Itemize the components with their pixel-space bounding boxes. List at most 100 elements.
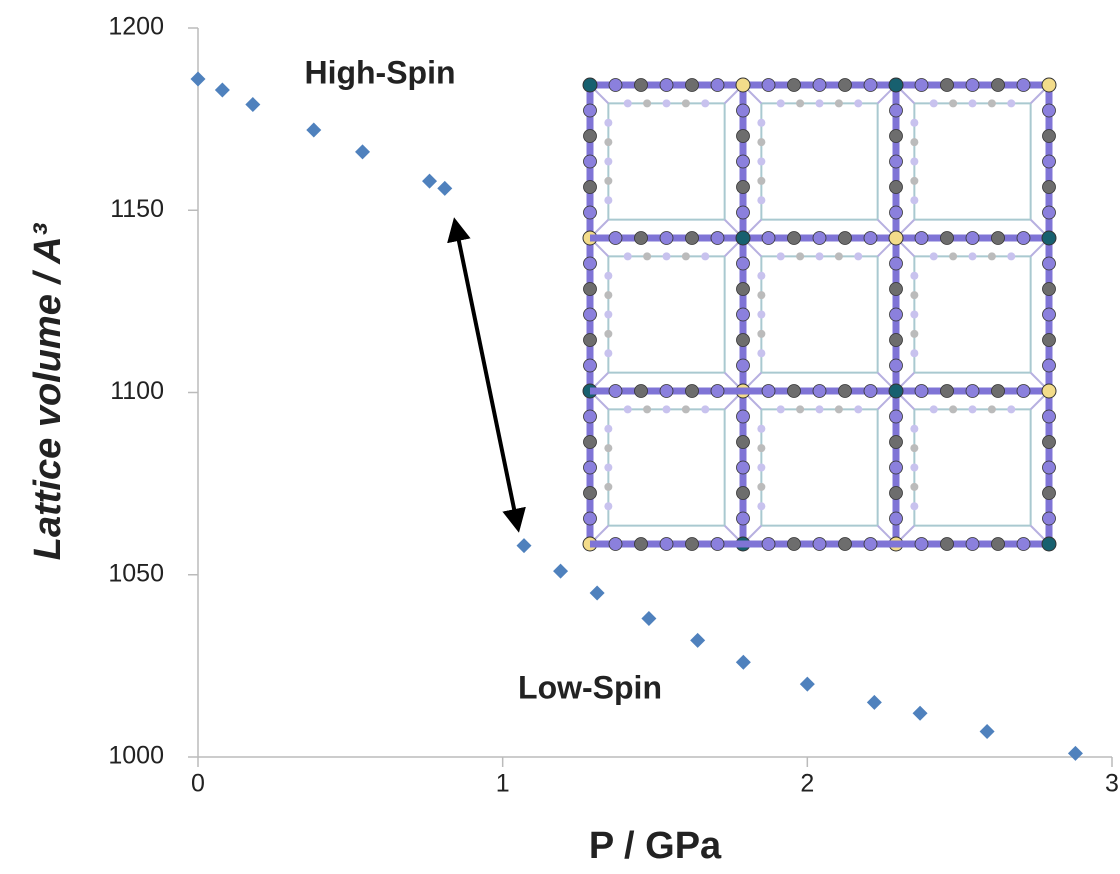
lattice-atom (711, 538, 724, 551)
lattice-atom (813, 538, 826, 551)
data-point (422, 174, 437, 189)
lattice-atom (854, 252, 862, 260)
lattice-atom (737, 181, 750, 194)
lattice-node (889, 78, 903, 92)
lattice-atom (788, 538, 801, 551)
lattice-inner (761, 256, 877, 372)
lattice-atom (757, 196, 765, 204)
lattice-atom (757, 291, 765, 299)
lattice-atom (796, 99, 804, 107)
y-tick-label: 1100 (110, 377, 164, 405)
lattice-atom (643, 405, 651, 413)
lattice-atom (604, 138, 612, 146)
data-point (1068, 746, 1083, 761)
lattice-atom (604, 119, 612, 127)
lattice-atom (604, 502, 612, 510)
lattice-atom (777, 405, 785, 413)
lattice-atom (966, 232, 979, 245)
lattice-inner (608, 409, 724, 525)
lattice-atom (839, 538, 852, 551)
lattice-atom (813, 385, 826, 398)
lattice-atom (1007, 99, 1015, 107)
lattice-atom (890, 206, 903, 219)
lattice-atom (584, 130, 597, 143)
lattice-atom (949, 405, 957, 413)
lattice-atom (969, 252, 977, 260)
lattice-atom (992, 538, 1005, 551)
lattice-atom (1043, 283, 1056, 296)
lattice-atom (624, 99, 632, 107)
lattice-node (889, 231, 903, 245)
lattice-atom (890, 104, 903, 117)
lattice-atom (1043, 334, 1056, 347)
lattice-atom (584, 104, 597, 117)
lattice-atom (915, 232, 928, 245)
lattice-atom (839, 79, 852, 92)
x-tick-label: 1 (496, 770, 510, 798)
lattice-atom (686, 385, 699, 398)
lattice-atom (584, 334, 597, 347)
lattice-atom (890, 130, 903, 143)
lattice-atom (1007, 252, 1015, 260)
lattice-atom (701, 99, 709, 107)
lattice-atom (686, 538, 699, 551)
lattice-atom (941, 538, 954, 551)
lattice-atom (890, 487, 903, 500)
lattice-atom (910, 444, 918, 452)
lattice-atom (682, 405, 690, 413)
lattice-atom (737, 334, 750, 347)
lattice-atom (762, 385, 775, 398)
lattice-atom (777, 252, 785, 260)
data-point (553, 564, 568, 579)
lattice-atom (584, 512, 597, 525)
x-tick-label: 3 (1105, 770, 1119, 798)
lattice-atom (701, 405, 709, 413)
lattice-atom (757, 502, 765, 510)
lattice-atom (915, 538, 928, 551)
lattice-inner (761, 409, 877, 525)
lattice-atom (762, 79, 775, 92)
lattice-atom (941, 79, 954, 92)
lattice-atom (966, 79, 979, 92)
lattice-atom (1017, 232, 1030, 245)
lattice-atom (1043, 359, 1056, 372)
lattice-atom (992, 385, 1005, 398)
lattice-atom (890, 436, 903, 449)
lattice-atom (635, 79, 648, 92)
lattice-atom (992, 232, 1005, 245)
lattice-atom (816, 405, 824, 413)
lattice-atom (988, 405, 996, 413)
lattice-atom (930, 405, 938, 413)
lattice-atom (604, 291, 612, 299)
lattice-atom (930, 252, 938, 260)
lattice-atom (609, 232, 622, 245)
lattice-atom (813, 232, 826, 245)
y-tick-label: 1000 (108, 742, 164, 770)
lattice-atom (969, 99, 977, 107)
lattice-atom (796, 405, 804, 413)
data-point (306, 123, 321, 138)
lattice-atom (788, 79, 801, 92)
lattice-atom (930, 99, 938, 107)
lattice-atom (660, 79, 673, 92)
lattice-atom (1007, 405, 1015, 413)
lattice-inner (914, 409, 1030, 525)
data-point (516, 538, 531, 553)
lattice-atom (584, 410, 597, 423)
lattice-atom (941, 385, 954, 398)
lattice-atom (762, 232, 775, 245)
lattice-atom (737, 130, 750, 143)
lattice-atom (915, 385, 928, 398)
lattice-atom (777, 99, 785, 107)
lattice-atom (757, 349, 765, 357)
lattice-atom (1017, 385, 1030, 398)
lattice-atom (711, 232, 724, 245)
lattice-atom (660, 538, 673, 551)
lattice-atom (584, 308, 597, 321)
lattice-atom (835, 99, 843, 107)
lattice-atom (757, 311, 765, 319)
transition-arrow (455, 222, 518, 528)
lattice-atom (711, 79, 724, 92)
lattice-node (1042, 537, 1056, 551)
lattice-atom (660, 232, 673, 245)
